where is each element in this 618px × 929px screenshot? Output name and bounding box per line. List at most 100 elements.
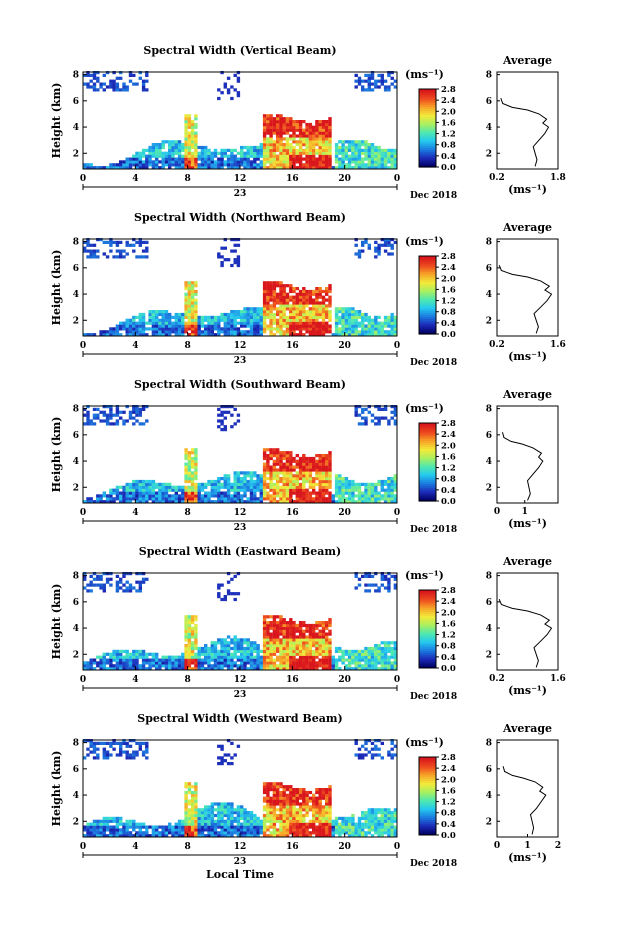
heatmap-cell (325, 312, 329, 317)
heatmap-cell (243, 808, 247, 812)
heatmap-cell (367, 82, 371, 86)
heatmap-cell (184, 618, 188, 622)
heatmap-cell (289, 298, 293, 302)
heatmap-cell (115, 828, 120, 832)
heatmap-cell (233, 497, 237, 501)
heatmap-cell (184, 137, 188, 141)
heatmap-cell (236, 667, 241, 671)
heatmap-cell (236, 474, 241, 478)
heatmap-cell (269, 310, 273, 314)
heatmap-cell (318, 474, 322, 478)
x-tick-label: 4 (132, 508, 138, 518)
heatmap-cell (269, 649, 273, 653)
heatmap-cell (132, 330, 136, 334)
day-label: 23 (234, 356, 247, 366)
heatmap-cell (308, 140, 313, 144)
heatmap-cell (145, 148, 149, 152)
heatmap-cell (223, 649, 227, 653)
heatmap-cell (240, 834, 244, 838)
heatmap-cell (295, 301, 299, 305)
heatmap-cell (292, 166, 296, 170)
heatmap-cell (302, 658, 306, 662)
heatmap-cell (236, 312, 241, 317)
heatmap-cell (168, 143, 172, 147)
heatmap-cell (285, 327, 290, 331)
heatmap-cell (308, 491, 313, 495)
heatmap-cell (171, 834, 175, 838)
heatmap-cell (112, 491, 116, 495)
heatmap-cell (347, 315, 352, 319)
heatmap-cell (128, 416, 133, 420)
heatmap-cell (393, 419, 398, 423)
heatmap-cell (321, 125, 326, 129)
heatmap-cell (377, 157, 381, 161)
heatmap-cell (194, 491, 198, 495)
heatmap-cell (321, 128, 326, 132)
heatmap-cell (334, 658, 339, 662)
heatmap-cell (279, 143, 283, 147)
heatmap-cell (318, 157, 322, 161)
heatmap-cell (289, 618, 293, 622)
heatmap-cell (236, 255, 241, 259)
heatmap-cell (96, 741, 100, 745)
heatmap-cell (305, 474, 309, 478)
heatmap-cell (174, 825, 178, 829)
heatmap-cell (282, 289, 286, 294)
heatmap-cell (210, 813, 214, 818)
heatmap-cell (344, 157, 349, 161)
heatmap-cell (315, 664, 319, 668)
heatmap-cell (338, 151, 342, 155)
heatmap-cell (194, 451, 198, 455)
heatmap-cell (210, 658, 214, 662)
heatmap-cell (190, 154, 195, 158)
heatmap-cell (128, 586, 133, 590)
heatmap-cell (119, 834, 123, 838)
heatmap-cell (256, 479, 260, 484)
heatmap-cell (357, 79, 362, 83)
heatmap-cell (289, 151, 293, 155)
heatmap-cell (285, 465, 290, 469)
heatmap-cell (105, 255, 110, 259)
heatmap-cell (354, 330, 358, 334)
heatmap-cell (164, 828, 169, 832)
heatmap-cell (318, 664, 322, 668)
heatmap-cell (357, 667, 362, 671)
heatmap-cell (285, 456, 290, 461)
colorbar-frame (418, 255, 437, 335)
heatmap-cell (308, 482, 313, 486)
heatmap-cell (187, 655, 192, 659)
heatmap-cell (312, 638, 316, 642)
heatmap-cell (305, 462, 309, 466)
heatmap-cell (262, 140, 267, 144)
heatmap-cell (276, 459, 280, 463)
heatmap-cell (393, 151, 398, 155)
heatmap-cell (135, 589, 139, 593)
heatmap-cell (298, 638, 303, 642)
heatmap-cell (393, 157, 398, 161)
heatmap-cell (276, 163, 280, 167)
heatmap-cell (171, 163, 175, 167)
colorbar-swatch (419, 638, 436, 642)
heatmap-cell (302, 485, 306, 489)
colorbar-swatch (419, 481, 436, 484)
heatmap-cell (298, 641, 303, 645)
heatmap-cell (168, 315, 172, 319)
x-tick-label: 0 (80, 675, 86, 685)
heatmap-cell (354, 485, 358, 489)
heatmap-cell (285, 623, 290, 628)
heatmap-cell (282, 661, 286, 665)
heatmap-cell (295, 664, 299, 668)
heatmap-cell (135, 834, 139, 838)
heatmap-cell (354, 315, 358, 319)
heatmap-cell (393, 324, 398, 328)
heatmap-cell (351, 488, 355, 492)
heatmap-cell (223, 759, 227, 763)
heatmap-cell (236, 479, 241, 484)
heatmap-cell (230, 813, 234, 818)
heatmap-cell (308, 474, 313, 478)
colorbar-swatch (419, 291, 436, 294)
heatmap-cell (321, 623, 326, 628)
heatmap-cell (298, 125, 303, 129)
heatmap-cell (194, 312, 198, 317)
heatmap-cell (236, 321, 241, 325)
